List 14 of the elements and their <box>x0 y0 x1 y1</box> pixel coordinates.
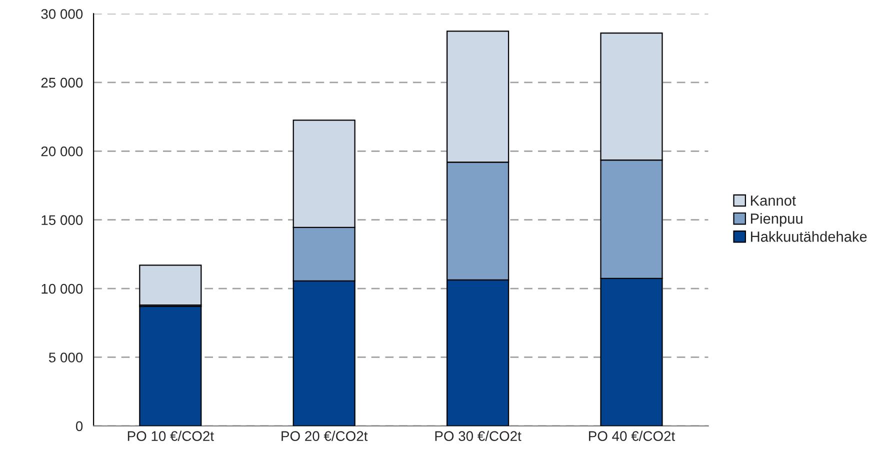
x-tick-label: PO 20 €/CO2t <box>282 430 368 442</box>
legend-label: Hakkuutähdehake <box>751 231 867 242</box>
y-tick-label: 15 000 <box>42 215 83 226</box>
x-tick-label: PO 10 €/CO2t <box>128 430 214 442</box>
y-tick-label: 30 000 <box>41 9 83 19</box>
legend-label: Pienpuu <box>751 213 802 227</box>
y-tick-label: 10 000 <box>42 284 83 294</box>
y-tick-label: 5 000 <box>48 352 83 362</box>
legend-label: Kannot <box>751 196 796 206</box>
y-tick-label: 25 000 <box>41 78 83 88</box>
y-tick-label: 0 <box>76 421 83 432</box>
x-tick-label: PO 40 €/CO2t <box>589 430 676 442</box>
x-tick-label: PO 30 €/CO2t <box>435 430 522 442</box>
y-tick-label: 20 000 <box>41 146 83 156</box>
